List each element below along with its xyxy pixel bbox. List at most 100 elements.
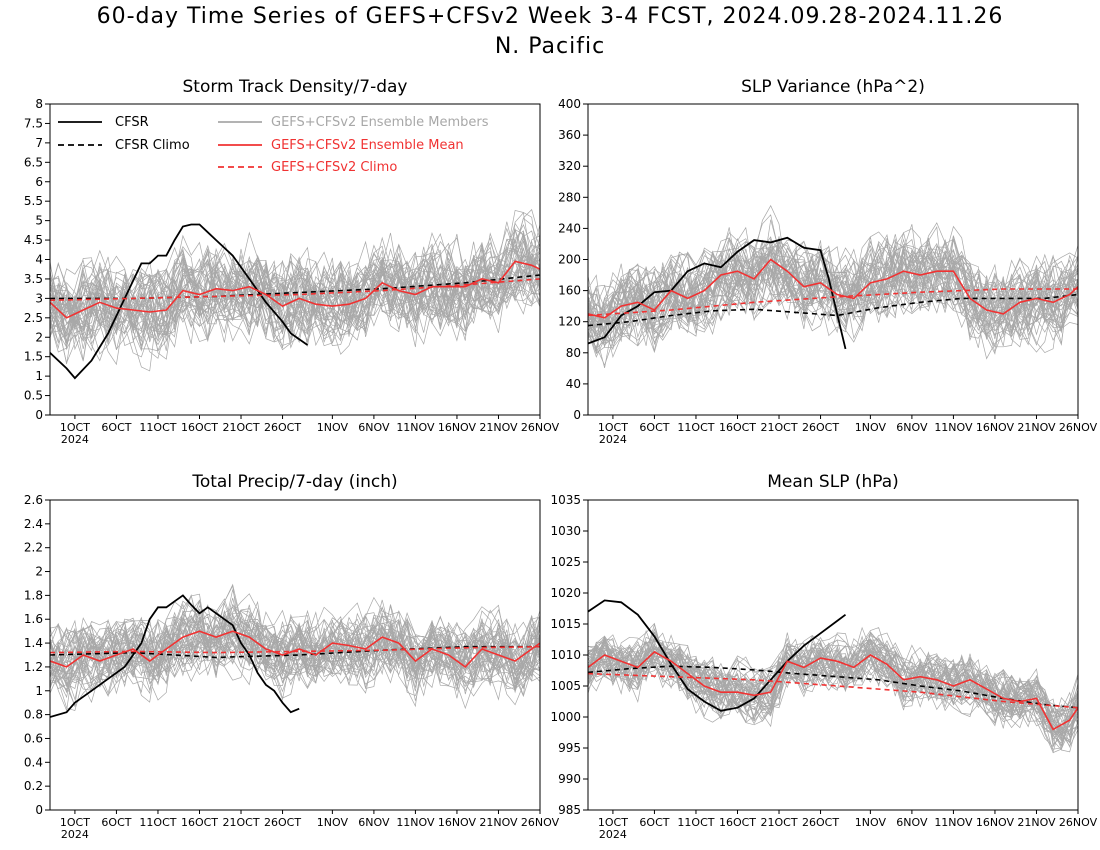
x-tick-label: 11NOV [934,816,973,829]
y-tick-label: 400 [558,97,581,111]
y-tick-label: 995 [558,741,581,755]
y-tick-label: 990 [558,772,581,786]
y-tick-label: 0.2 [24,779,43,793]
x-tick-label: 6OCT [639,421,669,434]
plot-area [50,585,540,717]
plot-area [588,600,1078,752]
y-tick-label: 3 [35,291,43,305]
y-tick-label: 1 [35,369,43,383]
y-tick-label: 6 [35,175,43,189]
y-tick-label: 2.2 [24,541,43,555]
y-tick-label: 360 [558,128,581,142]
x-tick-label: 16NOV [976,421,1015,434]
x-tick-label: 6OCT [101,816,131,829]
x-tick-label: 16OCT [719,816,756,829]
x-tick-label: 6OCT [639,816,669,829]
x-tick-label: 6OCT [101,421,131,434]
x-tick-label: 21NOV [479,421,518,434]
x-tick-label: 21NOV [479,816,518,829]
plot-area [50,210,540,379]
x-year-label: 2024 [61,828,89,841]
x-tick-label: 21OCT [760,816,797,829]
x-tick-label: 21OCT [760,421,797,434]
y-tick-label: 1.5 [24,350,43,364]
x-tick-label: 1NOV [317,421,349,434]
y-tick-label: 0.5 [24,389,43,403]
panel-title: SLP Variance (hPa^2) [741,77,925,97]
y-tick-label: 1030 [550,524,581,538]
x-tick-label: 6NOV [358,816,390,829]
x-tick-label: 26NOV [521,816,560,829]
panel-3: Total Precip/7-day (inch) 0 0.2 0.4 0.6 0.8 11… [24,472,560,841]
x-tick-label: 26OCT [264,816,301,829]
y-tick-label: 0 [35,408,43,422]
y-tick-label: 320 [558,159,581,173]
y-tick-label: 8 [35,97,43,111]
ensemble-members [50,210,540,371]
x-tick-label: 26NOV [521,421,560,434]
y-tick-label: 1.8 [24,588,43,602]
y-tick-label: 2.5 [24,311,43,325]
x-tick-label: 16NOV [438,421,477,434]
y-tick-label: 0.4 [24,755,43,769]
y-tick-label: 1.6 [24,612,43,626]
x-year-label: 2024 [61,433,89,446]
y-tick-label: 280 [558,190,581,204]
plots-area: Storm Track Density/7-day 0 0.5 1 1.5 2 2.5 3 3.… [0,0,1100,850]
y-tick-label: 3.5 [24,272,43,286]
x-tick-label: 11OCT [139,816,176,829]
x-tick-label: 1NOV [855,421,887,434]
x-tick-label: 21OCT [222,816,259,829]
y-tick-label: 1000 [550,710,581,724]
y-tick-label: 1.4 [24,636,43,650]
x-tick-label: 11NOV [934,421,973,434]
x-tick-label: 11OCT [139,421,176,434]
legend: CFSRCFSR ClimoGEFS+CFSv2 Ensemble Member… [58,115,489,175]
x-tick-label: 21OCT [222,421,259,434]
x-tick-label: 16NOV [438,816,477,829]
x-tick-label: 11OCT [677,421,714,434]
x-tick-label: 26OCT [802,816,839,829]
panel-1: Storm Track Density/7-day 0 0.5 1 1.5 2 2.5 3 3.… [24,77,560,446]
x-tick-label: 11NOV [396,816,435,829]
y-tick-label: 4 [35,253,43,267]
y-tick-label: 5 [35,214,43,228]
y-tick-label: 1015 [550,617,581,631]
panel-title: Total Precip/7-day (inch) [191,472,397,492]
x-tick-label: 26NOV [1059,421,1098,434]
x-tick-label: 11NOV [396,421,435,434]
x-tick-label: 26NOV [1059,816,1098,829]
ensemble-members [588,624,1078,753]
panel-title: Storm Track Density/7-day [183,77,408,97]
y-tick-label: 985 [558,803,581,817]
y-tick-label: 2 [35,330,43,344]
x-tick-label: 16NOV [976,816,1015,829]
panel-2: SLP Variance (hPa^2) 0 40 80 120 160 200 240 280… [558,77,1097,446]
y-tick-label: 2 [35,565,43,579]
x-year-label: 2024 [599,828,627,841]
plot-area [588,206,1078,368]
y-tick-label: 0.6 [24,731,43,745]
x-tick-label: 26OCT [802,421,839,434]
x-tick-label: 6NOV [896,816,928,829]
x-tick-label: 11OCT [677,816,714,829]
panel-4: Mean SLP (hPa) 985 990 995 1000 1005 1010 1015 1… [550,472,1097,841]
legend-ensmean-label: GEFS+CFSv2 Ensemble Mean [271,138,464,153]
x-tick-label: 6NOV [358,421,390,434]
y-tick-label: 0 [573,408,581,422]
y-tick-label: 40 [566,377,581,391]
legend-cfsr-climo-label: CFSR Climo [115,138,190,153]
y-tick-label: 0 [35,803,43,817]
y-tick-label: 7.5 [24,116,43,130]
x-tick-label: 21NOV [1017,421,1056,434]
x-tick-label: 1NOV [317,816,349,829]
plot-frame [588,104,1078,415]
y-tick-label: 4.5 [24,233,43,247]
y-tick-label: 200 [558,253,581,267]
y-tick-label: 240 [558,221,581,235]
y-tick-label: 0.8 [24,708,43,722]
x-tick-label: 16OCT [181,421,218,434]
x-tick-label: 21NOV [1017,816,1056,829]
y-tick-label: 1.2 [24,660,43,674]
y-tick-label: 6.5 [24,155,43,169]
